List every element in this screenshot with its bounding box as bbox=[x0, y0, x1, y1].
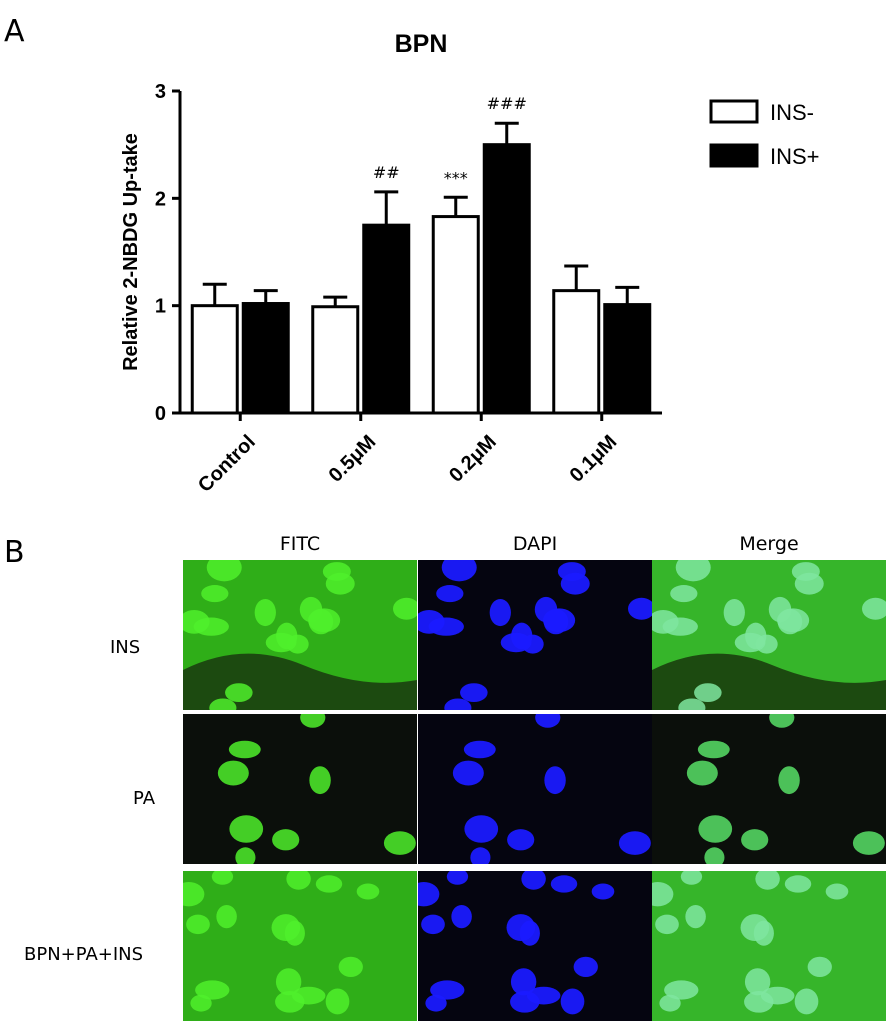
legend-swatch-1 bbox=[709, 143, 759, 168]
x-tick-label: 0.5μM bbox=[325, 431, 381, 487]
legend-label-0: INS- bbox=[770, 100, 814, 125]
bar-ins-3 bbox=[603, 303, 652, 415]
row-label-ins: INS bbox=[110, 637, 141, 658]
micrograph-fitc-1 bbox=[183, 714, 417, 864]
micrograph-dapi-0 bbox=[418, 560, 652, 710]
significance-annotation: ## bbox=[373, 163, 400, 182]
row-label-pa: PA bbox=[133, 788, 156, 809]
bar-ins-0 bbox=[190, 304, 239, 415]
bar-ins-1 bbox=[362, 223, 411, 415]
bar-ins-0 bbox=[241, 302, 290, 415]
significance-annotation: ### bbox=[487, 94, 527, 113]
legend-label-1: INS+ bbox=[770, 144, 820, 169]
column-header-dapi: DAPI bbox=[512, 533, 558, 555]
chart-title: BPN bbox=[395, 30, 448, 58]
column-header-merge: Merge bbox=[739, 533, 799, 555]
micrograph-dapi-2 bbox=[418, 871, 652, 1021]
micrograph-merge-1 bbox=[652, 714, 886, 864]
x-tick-label: 0.1μM bbox=[566, 431, 622, 487]
bar-ins-2 bbox=[482, 143, 531, 415]
micrograph-fitc-2 bbox=[183, 871, 417, 1021]
bar-chart: BPN Relative 2-NBDG Up-take 0 1 2 3 Control ## 0… bbox=[120, 30, 820, 497]
micrograph-merge-2 bbox=[652, 871, 886, 1021]
x-tick-label: Control bbox=[194, 431, 260, 497]
panel-a-label: A bbox=[4, 14, 25, 49]
bar-ins-2 bbox=[431, 215, 480, 415]
bar-ins-1 bbox=[311, 305, 360, 415]
micrograph-merge-0 bbox=[652, 560, 886, 710]
y-tick-label: 0 bbox=[155, 403, 166, 425]
y-tick-label: 2 bbox=[155, 188, 166, 210]
micrograph-fitc-0 bbox=[183, 560, 417, 710]
x-tick-label: 0.2μM bbox=[445, 431, 501, 487]
micrograph-dapi-1 bbox=[418, 714, 652, 864]
significance-annotation: *** bbox=[444, 168, 468, 187]
legend-swatch-0 bbox=[709, 99, 759, 124]
panel-b-label: B bbox=[4, 535, 25, 570]
bar-ins-3 bbox=[552, 289, 601, 415]
y-tick-label: 3 bbox=[155, 81, 166, 103]
y-axis-label: Relative 2-NBDG Up-take bbox=[120, 133, 142, 371]
y-tick-label: 1 bbox=[155, 296, 166, 318]
row-label-bpn-pa-ins: BPN+PA+INS bbox=[24, 944, 144, 965]
column-header-fitc: FITC bbox=[279, 533, 321, 555]
